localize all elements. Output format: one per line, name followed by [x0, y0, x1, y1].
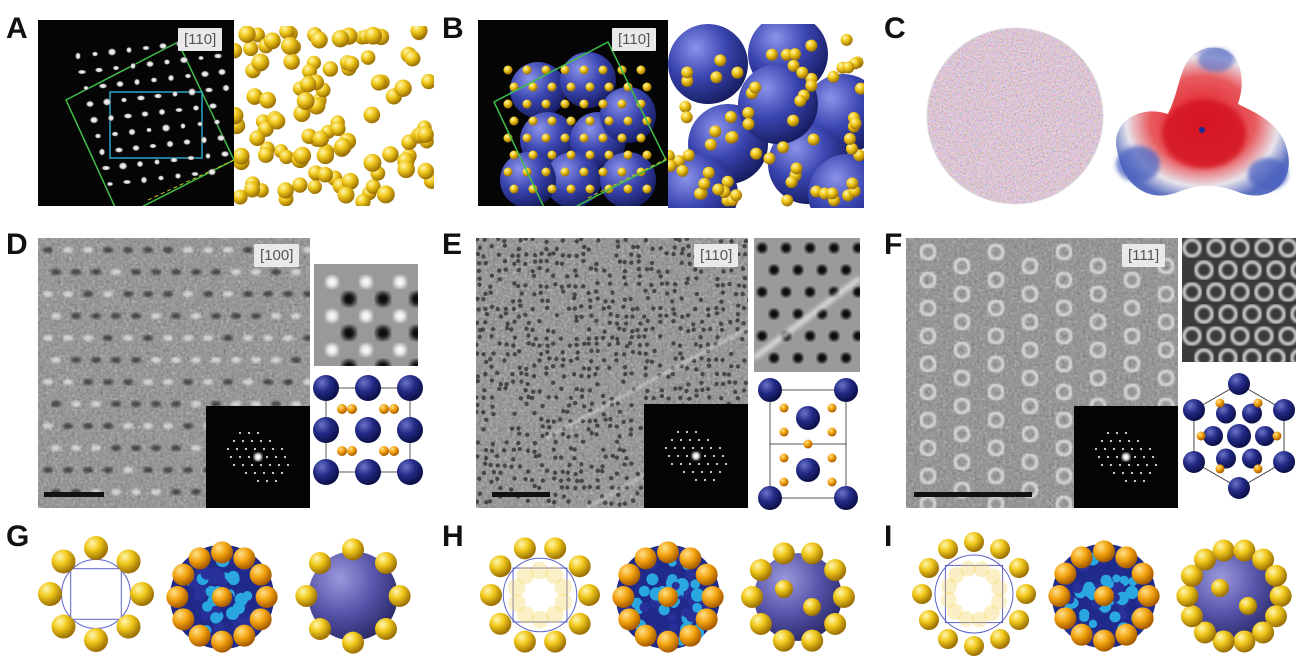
- panel-b-binary-model: [668, 24, 864, 208]
- zone-axis-label: [110]: [694, 244, 739, 267]
- zone-axis-label: [100]: [254, 244, 300, 267]
- panel-a-tomogram: [38, 20, 234, 206]
- scale-bar: [492, 492, 550, 497]
- panel-h-sphere-model: [736, 536, 860, 658]
- panel-i-ferritin-cluster: [1042, 534, 1166, 658]
- panel-f-fft-inset: [1074, 406, 1178, 508]
- panel-c-subunit-surface: [1108, 34, 1294, 206]
- panel-letter-e: E: [442, 228, 463, 261]
- panel-letter-f: F: [884, 228, 903, 261]
- panel-letter-a: A: [6, 12, 28, 45]
- zone-axis-label: [111]: [1122, 244, 1166, 267]
- panel-h-ferritin-cluster: [606, 536, 730, 658]
- scale-bar: [914, 492, 1032, 497]
- panel-g-sphere-model: [290, 534, 416, 658]
- panel-letter-d: D: [6, 228, 28, 261]
- panel-letter-i: I: [884, 520, 893, 553]
- panel-letter-c: C: [884, 12, 906, 45]
- panel-e-tem-image: [476, 238, 748, 508]
- panel-d-averaged-image: [314, 264, 418, 366]
- panel-f-averaged-image: [1182, 238, 1296, 362]
- panel-i-gold-cage: [910, 530, 1038, 658]
- panel-b-tomogram: [478, 20, 668, 206]
- panel-d-unit-cell: [312, 374, 424, 486]
- zone-axis-label: [110]: [178, 28, 223, 51]
- panel-g-gold-cage: [36, 532, 156, 656]
- panel-letter-h: H: [442, 520, 464, 553]
- panel-f-tem-image: [906, 238, 1178, 508]
- panel-e-fft-inset: [644, 404, 748, 508]
- panel-e-averaged-image: [754, 238, 860, 372]
- panel-a-gold-model: [234, 26, 434, 206]
- panel-f-unit-cell: [1182, 364, 1296, 506]
- panel-letter-g: G: [6, 520, 30, 553]
- scale-bar: [44, 492, 104, 497]
- panel-i-sphere-model: [1172, 534, 1296, 658]
- panel-g-ferritin-cluster: [160, 536, 284, 658]
- panel-letter-b: B: [442, 12, 464, 45]
- panel-d-fft-inset: [206, 406, 310, 508]
- panel-h-gold-cage: [478, 532, 602, 658]
- panel-c-ferritin-surface: [922, 20, 1108, 210]
- zone-axis-label: [110]: [612, 28, 657, 51]
- panel-e-unit-cell: [754, 378, 862, 510]
